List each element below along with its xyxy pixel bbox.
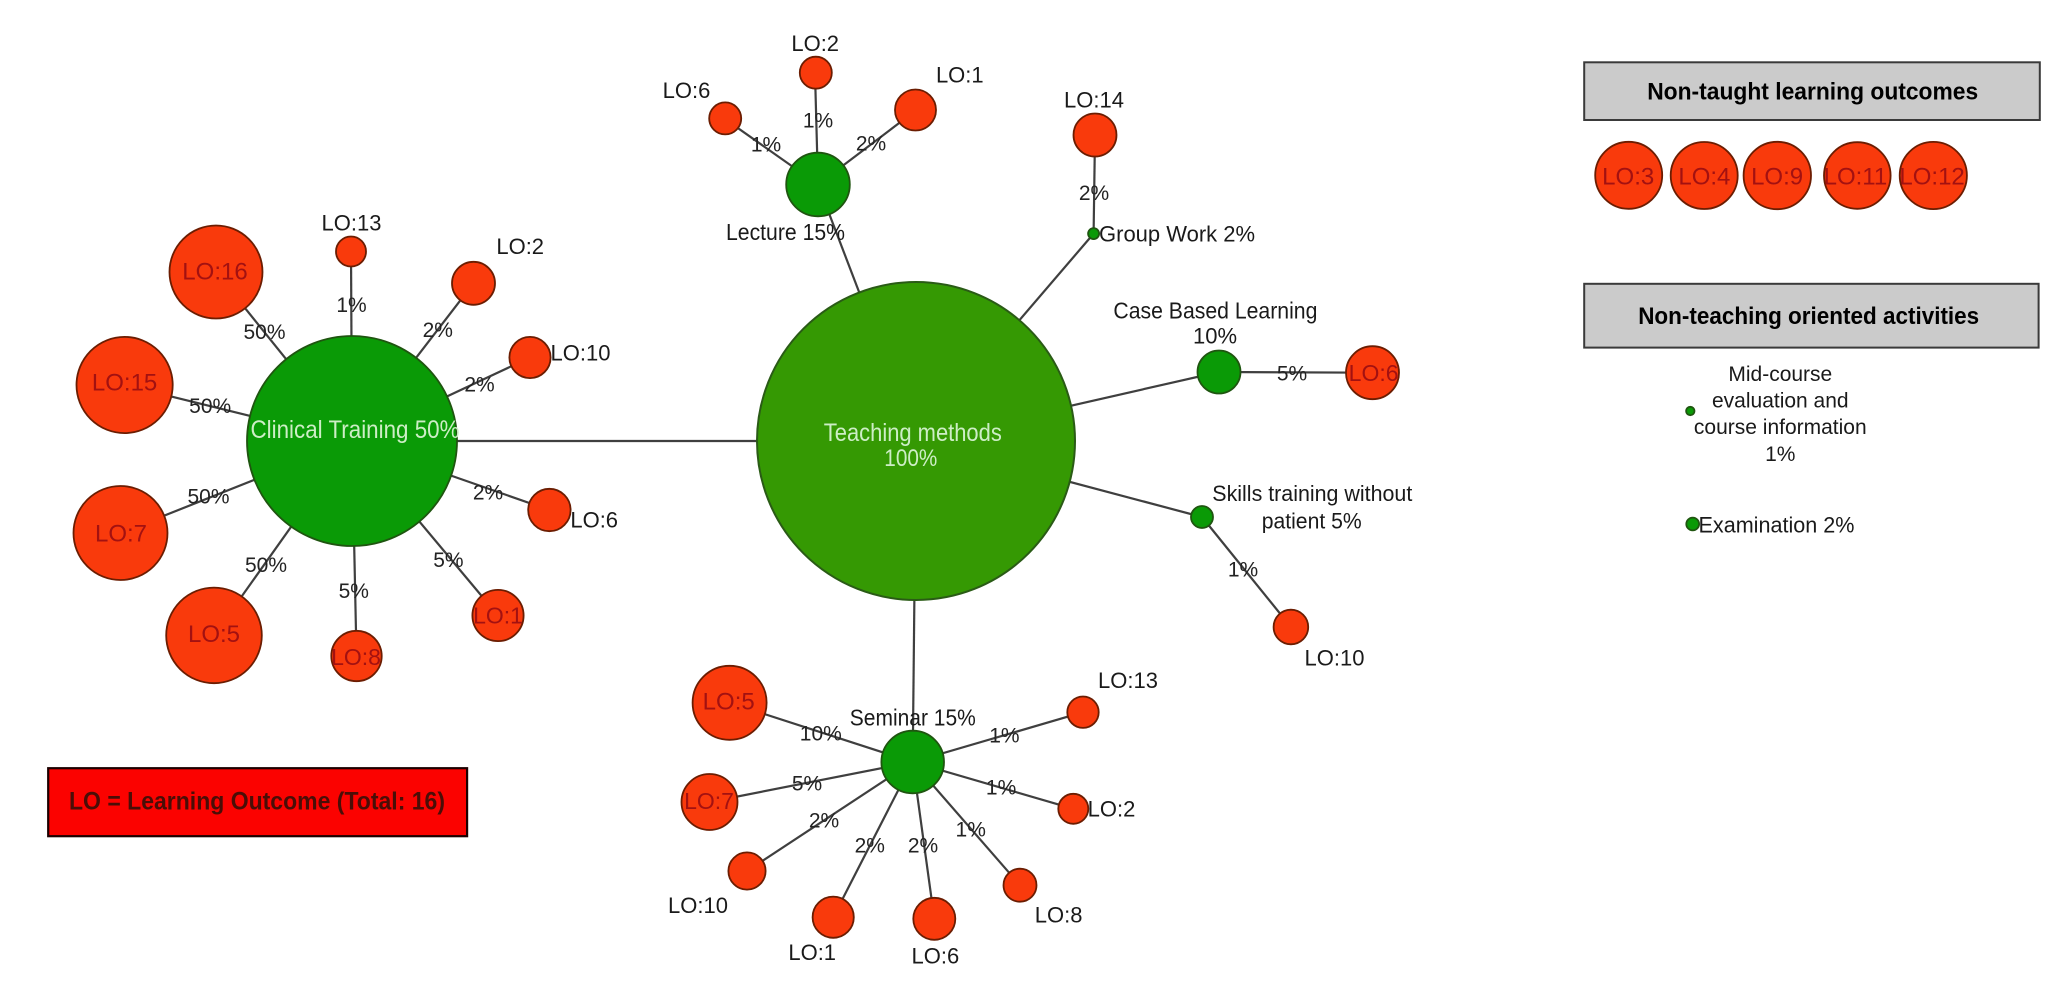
svg-text:1%: 1% <box>751 134 781 157</box>
svg-text:LO:2: LO:2 <box>791 31 839 56</box>
svg-text:LO:15: LO:15 <box>92 370 157 397</box>
svg-text:10%: 10% <box>800 723 842 746</box>
svg-text:50%: 50% <box>189 395 231 418</box>
svg-text:2%: 2% <box>908 834 938 857</box>
svg-text:2%: 2% <box>464 374 494 397</box>
svg-text:2%: 2% <box>1079 182 1109 205</box>
svg-text:1%: 1% <box>1765 443 1795 466</box>
svg-text:50%: 50% <box>245 554 287 577</box>
svg-text:Case Based Learning: Case Based Learning <box>1113 298 1317 324</box>
svg-text:LO:12: LO:12 <box>1899 164 1964 191</box>
svg-text:patient 5%: patient 5% <box>1262 509 1362 534</box>
svg-text:Lecture 15%: Lecture 15% <box>726 219 845 245</box>
svg-text:5%: 5% <box>1277 363 1307 386</box>
svg-text:LO:2: LO:2 <box>496 234 544 259</box>
svg-text:course information: course information <box>1694 416 1867 439</box>
svg-text:LO:5: LO:5 <box>703 689 755 716</box>
svg-text:evaluation and: evaluation and <box>1712 390 1849 413</box>
svg-text:LO:6: LO:6 <box>663 78 711 103</box>
svg-text:Group Work 2%: Group Work 2% <box>1099 222 1255 247</box>
svg-text:5%: 5% <box>339 580 369 603</box>
svg-text:1%: 1% <box>986 777 1016 800</box>
svg-text:2%: 2% <box>423 319 453 342</box>
svg-text:LO:8: LO:8 <box>331 644 381 670</box>
svg-text:LO = Learning Outcome (Total:: LO = Learning Outcome (Total: 16) <box>69 788 445 816</box>
svg-text:1%: 1% <box>956 819 986 842</box>
svg-text:LO:13: LO:13 <box>322 211 382 236</box>
svg-text:2%: 2% <box>473 482 503 505</box>
svg-text:LO:4: LO:4 <box>1678 164 1730 191</box>
svg-text:5%: 5% <box>792 773 822 796</box>
svg-text:LO:14: LO:14 <box>1064 88 1124 113</box>
svg-text:1%: 1% <box>803 110 833 133</box>
svg-text:LO:2: LO:2 <box>1088 796 1136 821</box>
svg-text:LO:7: LO:7 <box>684 788 734 814</box>
svg-text:Seminar 15%: Seminar 15% <box>850 705 976 731</box>
svg-text:LO:8: LO:8 <box>1035 903 1083 928</box>
svg-text:LO:3: LO:3 <box>1602 164 1654 191</box>
svg-text:2%: 2% <box>855 835 885 858</box>
svg-text:LO:10: LO:10 <box>551 341 611 366</box>
svg-text:Non-taught learning outcomes: Non-taught learning outcomes <box>1647 79 1978 106</box>
svg-text:LO:6: LO:6 <box>570 507 618 532</box>
svg-text:5%: 5% <box>433 549 463 572</box>
svg-text:LO:11: LO:11 <box>1824 164 1888 191</box>
svg-text:2%: 2% <box>809 810 839 833</box>
svg-text:LO:10: LO:10 <box>668 893 728 918</box>
svg-text:LO:1: LO:1 <box>473 603 523 629</box>
svg-text:Skills training without: Skills training without <box>1212 481 1412 506</box>
svg-text:LO:16: LO:16 <box>182 259 247 286</box>
svg-text:LO:1: LO:1 <box>788 940 836 965</box>
svg-text:LO:10: LO:10 <box>1305 646 1365 671</box>
svg-text:LO:6: LO:6 <box>912 944 960 969</box>
svg-text:1%: 1% <box>989 725 1019 748</box>
svg-text:LO:9: LO:9 <box>1751 164 1803 191</box>
svg-text:LO:1: LO:1 <box>936 63 984 88</box>
svg-text:LO:13: LO:13 <box>1098 668 1158 693</box>
svg-text:1%: 1% <box>1228 559 1258 582</box>
svg-text:Non-teaching oriented activiti: Non-teaching oriented activities <box>1638 303 1979 330</box>
svg-text:Mid-course: Mid-course <box>1728 363 1832 386</box>
svg-text:10%: 10% <box>1193 324 1237 349</box>
svg-text:Teaching methods: Teaching methods <box>824 419 1002 447</box>
svg-text:LO:7: LO:7 <box>95 521 147 548</box>
svg-text:2%: 2% <box>856 133 886 156</box>
svg-text:100%: 100% <box>884 445 937 472</box>
svg-text:LO:6: LO:6 <box>1349 360 1399 386</box>
svg-text:50%: 50% <box>243 321 285 344</box>
svg-text:LO:5: LO:5 <box>188 621 240 648</box>
svg-text:50%: 50% <box>187 486 229 509</box>
svg-text:1%: 1% <box>336 294 366 317</box>
svg-text:Clinical Training 50%: Clinical Training 50% <box>251 416 460 444</box>
svg-text:Examination 2%: Examination 2% <box>1699 513 1855 538</box>
